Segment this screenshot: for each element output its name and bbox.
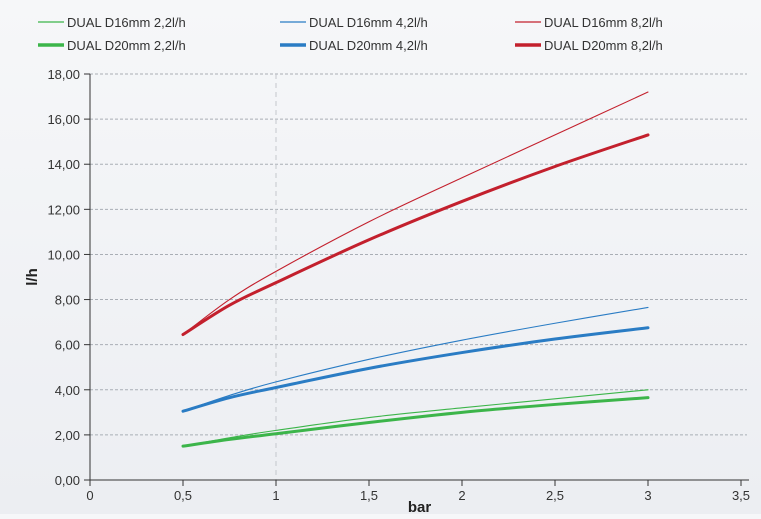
grid-layer — [90, 73, 747, 480]
legend: DUAL D16mm 2,2l/h DUAL D16mm 4,2l/h DUAL D… — [38, 15, 663, 53]
legend-label: DUAL D16mm 2,2l/h — [67, 15, 186, 30]
series-line — [182, 91, 649, 336]
legend-label: DUAL D20mm 8,2l/h — [544, 38, 663, 53]
y-axis-title: l/h — [24, 268, 41, 286]
x-tick-label: 2,5 — [546, 488, 564, 503]
x-tick-label: 0,5 — [174, 488, 192, 503]
x-tick-label: 1,5 — [360, 488, 378, 503]
axes-layer: 0,00 2,00 4,00 6,00 8,00 10,00 12,00 14,00 16,00… — [47, 67, 750, 503]
x-axis-title: bar — [408, 499, 432, 514]
y-tick-label: 10,00 — [47, 247, 80, 262]
y-tick-label: 12,00 — [47, 202, 80, 217]
y-tick-label: 16,00 — [47, 112, 80, 127]
y-tick-label: 18,00 — [47, 67, 80, 82]
x-tick-label: 3 — [644, 488, 651, 503]
series-line — [181, 133, 650, 337]
y-tick-label: 14,00 — [47, 157, 80, 172]
x-tick-label: 2 — [458, 488, 465, 503]
y-tick-label: 6,00 — [55, 338, 80, 353]
x-tick-label: 1 — [272, 488, 279, 503]
y-tick-label: 4,00 — [55, 383, 80, 398]
series-line — [181, 326, 650, 413]
series-line — [181, 396, 650, 448]
y-tick-label: 8,00 — [55, 293, 80, 308]
series-line — [182, 306, 649, 412]
x-tick-label: 3,5 — [732, 488, 750, 503]
legend-label: DUAL D20mm 2,2l/h — [67, 38, 186, 53]
legend-label: DUAL D16mm 4,2l/h — [309, 15, 428, 30]
y-tick-label: 0,00 — [55, 473, 80, 488]
series-line — [182, 389, 649, 447]
legend-label: DUAL D16mm 8,2l/h — [544, 15, 663, 30]
x-tick-label: 0 — [86, 488, 93, 503]
legend-label: DUAL D20mm 4,2l/h — [309, 38, 428, 53]
y-tick-label: 2,00 — [55, 428, 80, 443]
series-layer — [181, 91, 650, 448]
